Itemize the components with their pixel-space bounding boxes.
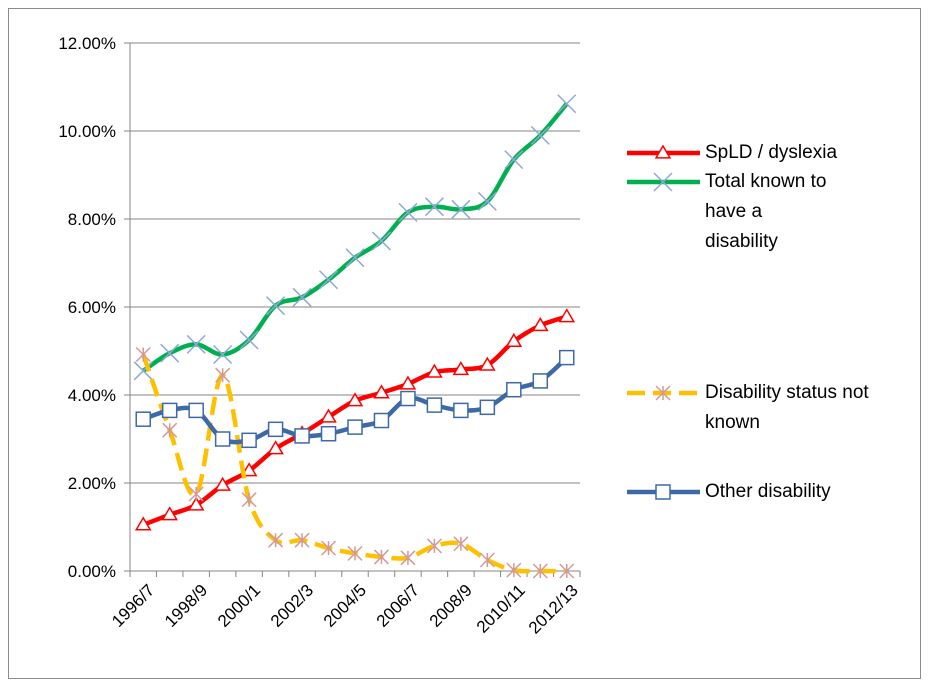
y-tick-label: 0.00% (68, 562, 116, 581)
chart-border (8, 8, 921, 679)
point-marker (134, 516, 152, 531)
y-tick-label: 8.00% (68, 210, 116, 229)
y-tick-label: 10.00% (58, 122, 116, 141)
point-marker (655, 385, 671, 401)
x-tick-label: 2000/1 (214, 581, 264, 631)
point-marker (559, 563, 575, 579)
point-marker (532, 373, 549, 389)
series-line (141, 353, 567, 574)
point-marker (161, 506, 179, 521)
point-marker (453, 402, 469, 419)
point-marker (532, 563, 548, 579)
point-marker (347, 545, 363, 561)
x-tick-label: 2012/13 (525, 581, 582, 638)
point-marker (479, 399, 496, 416)
point-marker (424, 197, 444, 217)
point-marker (373, 384, 390, 399)
point-marker (505, 332, 523, 347)
point-marker (653, 172, 673, 192)
point-marker (345, 248, 365, 268)
point-marker (188, 486, 204, 502)
point-marker (399, 375, 417, 390)
point-marker (266, 296, 286, 316)
legend-label: Disability status not known (705, 382, 869, 433)
point-marker (160, 343, 180, 363)
legend-label: Other disability (705, 481, 831, 502)
point-marker (135, 346, 151, 363)
x-tick-label: 2006/7 (373, 581, 423, 631)
point-marker (241, 432, 257, 449)
point-marker (187, 496, 205, 511)
point-marker (268, 532, 284, 548)
point-marker (371, 231, 392, 251)
point-marker (162, 422, 178, 438)
y-tick-label: 6.00% (68, 298, 116, 317)
point-marker (559, 349, 575, 366)
point-marker (506, 381, 522, 398)
point-marker (267, 440, 284, 455)
point-marker (292, 287, 312, 307)
point-marker (186, 334, 206, 354)
point-marker (398, 202, 418, 222)
point-marker (294, 428, 310, 444)
legend-label: SpLD / dyslexia (705, 142, 838, 163)
point-marker (346, 392, 364, 407)
point-marker (161, 402, 178, 419)
point-marker (188, 402, 204, 419)
point-marker (426, 538, 442, 554)
point-marker (426, 397, 443, 413)
y-tick-label: 2.00% (68, 474, 116, 493)
point-marker (214, 476, 231, 491)
point-marker (320, 408, 337, 423)
point-marker (504, 150, 524, 170)
point-marker (320, 540, 337, 556)
point-marker (318, 270, 339, 290)
point-marker (479, 552, 495, 568)
y-tick-label: 12.00% (58, 34, 116, 53)
point-marker (655, 484, 671, 500)
point-marker (373, 412, 390, 429)
x-tick-label: 2004/5 (320, 581, 370, 631)
x-tick-label: 2010/11 (473, 581, 529, 637)
point-marker (558, 308, 576, 323)
x-tick-label: 2002/3 (267, 581, 317, 631)
point-marker (479, 356, 496, 371)
point-marker (213, 344, 233, 365)
legend-label: Total known to have a disability (705, 171, 827, 252)
point-marker (451, 199, 471, 219)
point-marker (241, 492, 257, 508)
series-line (141, 102, 569, 373)
point-marker (373, 549, 390, 565)
point-marker (133, 361, 153, 381)
point-marker (426, 363, 443, 378)
x-tick-label: 1998/9 (161, 581, 211, 631)
point-marker (400, 390, 416, 407)
point-marker (452, 361, 470, 376)
x-tick-label: 2008/9 (426, 581, 476, 631)
point-marker (294, 532, 310, 548)
point-marker (400, 550, 416, 566)
point-marker (320, 425, 337, 442)
point-marker (654, 144, 672, 159)
point-marker (530, 125, 550, 145)
x-tick-label: 1996/7 (108, 581, 158, 631)
point-marker (240, 462, 258, 477)
point-marker (557, 94, 577, 114)
point-marker (135, 411, 151, 427)
point-marker (214, 431, 231, 447)
point-marker (239, 330, 259, 350)
point-marker (347, 419, 363, 435)
point-marker (215, 367, 231, 383)
point-marker (267, 421, 284, 438)
point-marker (506, 562, 522, 578)
y-tick-label: 4.00% (68, 386, 116, 405)
point-marker (453, 536, 469, 552)
point-marker (531, 317, 549, 332)
point-marker (477, 191, 497, 211)
